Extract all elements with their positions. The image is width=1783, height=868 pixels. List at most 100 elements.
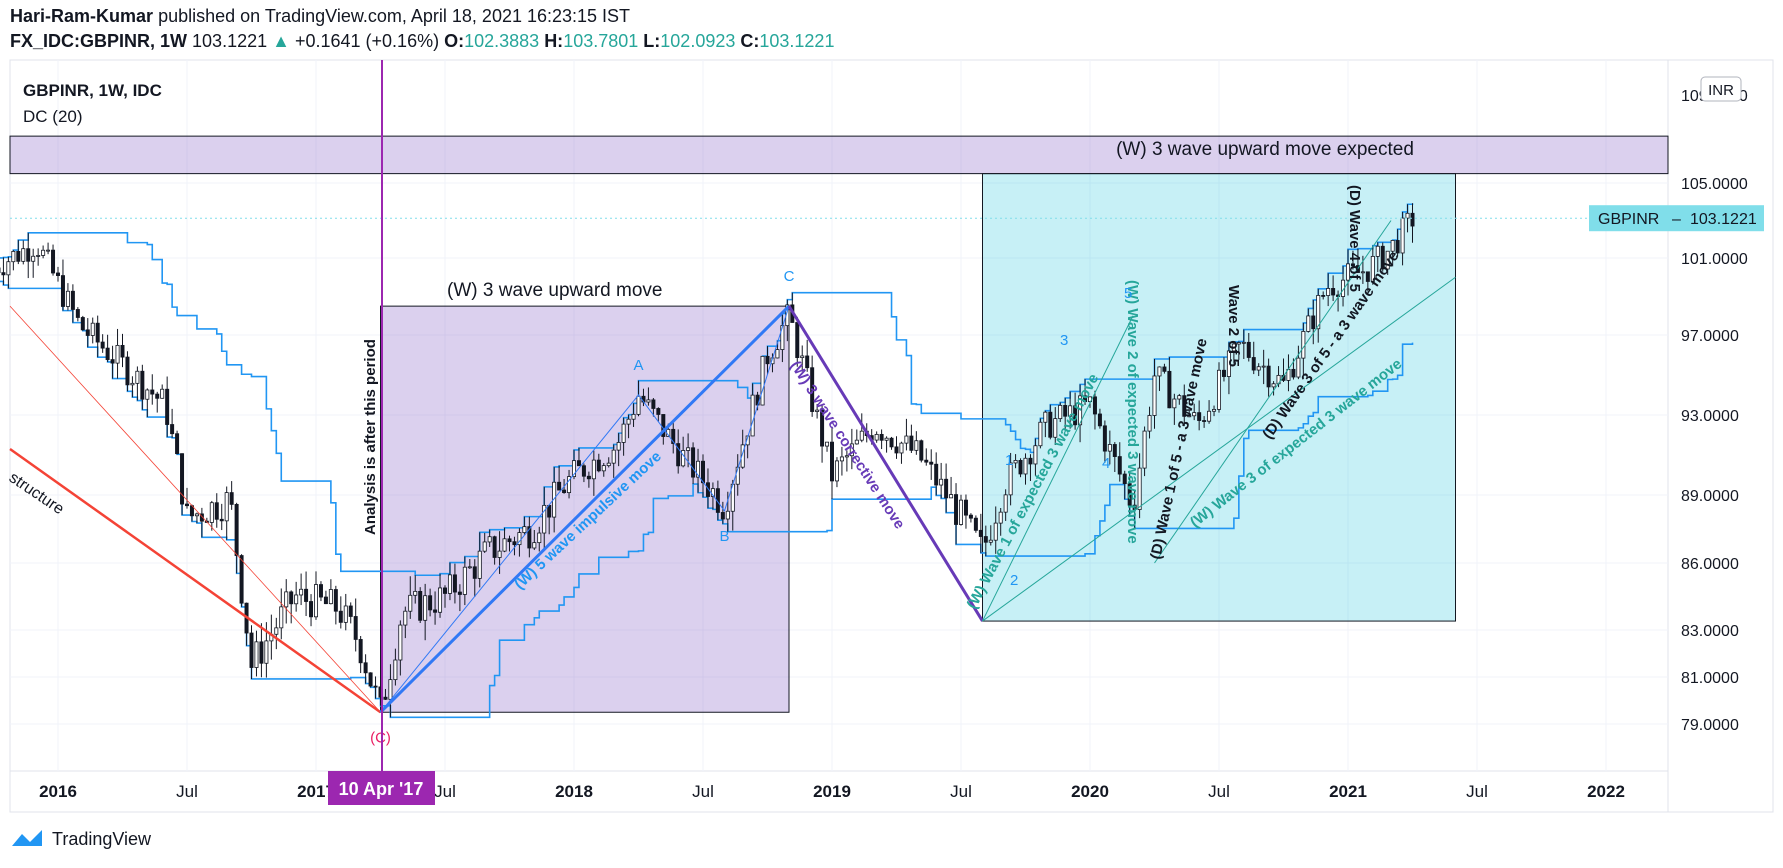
price-tick-label: 79.0000 xyxy=(1681,717,1739,734)
candle-body xyxy=(180,453,185,505)
candle-body xyxy=(1048,411,1053,438)
corrective-move-line xyxy=(787,305,984,622)
candle-body xyxy=(929,461,934,465)
low-label: L: xyxy=(643,31,661,51)
candle-body xyxy=(170,424,175,435)
candle-body xyxy=(249,632,254,668)
candle-body xyxy=(309,601,314,618)
candle-body xyxy=(919,440,924,461)
candle-body xyxy=(1306,315,1311,332)
candle-body xyxy=(586,475,591,480)
candle-body xyxy=(1365,271,1370,282)
candle-body xyxy=(621,423,626,443)
candle-body xyxy=(36,255,41,257)
candle-body xyxy=(993,522,998,541)
candle-body xyxy=(552,481,557,518)
candle-body xyxy=(264,640,269,664)
candle-body xyxy=(482,541,487,552)
candle-body xyxy=(1137,467,1142,510)
time-tick-label: Jul xyxy=(176,782,198,801)
candle-body xyxy=(145,389,150,400)
time-tick-label: 2018 xyxy=(555,782,593,801)
candle-body xyxy=(338,610,343,623)
candle-body xyxy=(184,503,189,507)
abc-zigzag-line xyxy=(380,305,790,713)
candle-body xyxy=(968,514,973,519)
candle-body xyxy=(1107,444,1112,452)
candle-body xyxy=(959,499,964,525)
candle-body xyxy=(1231,343,1236,352)
candle-body xyxy=(1405,212,1410,219)
candle-body xyxy=(527,526,532,549)
candle-body xyxy=(100,341,105,349)
candle-body xyxy=(348,605,353,617)
candle-body xyxy=(398,624,403,661)
candle-body xyxy=(46,249,51,252)
tradingview-logo-icon[interactable] xyxy=(10,828,46,850)
candle-body xyxy=(1261,365,1266,368)
candle-body xyxy=(1177,395,1182,400)
candle-body xyxy=(1117,456,1122,475)
footer-brand[interactable]: TradingView xyxy=(52,828,152,849)
candle-body xyxy=(31,255,36,262)
candle-body xyxy=(834,460,839,482)
candle-body xyxy=(760,355,765,406)
time-axis[interactable]: 2016 Jul 2017 Jul 2018 Jul 2019 Jul 2020 Jul 2021 J… xyxy=(39,782,1625,801)
candle-body xyxy=(1172,398,1177,409)
candle-body xyxy=(651,399,656,409)
candle-body xyxy=(477,550,482,579)
publish-info: published on TradingView.com, April 18, … xyxy=(158,6,631,26)
candle-body xyxy=(542,504,547,534)
candle-body xyxy=(909,435,914,451)
wave3-line xyxy=(982,276,1456,622)
wave-label-origin: (C) xyxy=(370,729,391,746)
candle-body xyxy=(289,591,294,605)
candle-body xyxy=(388,679,393,700)
candle-body xyxy=(1246,341,1251,358)
candle-body xyxy=(1256,366,1261,371)
author-name[interactable]: Hari-Ram-Kumar xyxy=(10,6,154,26)
change-arrow-icon: ▲ xyxy=(272,31,290,51)
candle-body xyxy=(1331,288,1336,296)
donchian-lower xyxy=(0,280,1414,719)
candle-body xyxy=(904,435,909,444)
candle-body xyxy=(418,590,423,621)
candle-body xyxy=(830,441,835,482)
candle-body xyxy=(438,587,443,613)
time-tick-label: 2022 xyxy=(1587,782,1625,801)
candle-body xyxy=(705,482,710,497)
candle-body xyxy=(720,512,725,520)
candle-body xyxy=(983,536,988,543)
chart-legend-indicator[interactable]: DC (20) xyxy=(23,107,83,126)
candle-body xyxy=(601,465,606,472)
candle-body xyxy=(899,442,904,454)
candle-body xyxy=(41,249,46,256)
candle-body xyxy=(1326,288,1331,296)
candle-body xyxy=(1157,366,1162,377)
candle-body xyxy=(209,502,214,523)
high-label: H: xyxy=(544,31,564,51)
candle-body xyxy=(1311,315,1316,330)
candle-body xyxy=(323,596,328,605)
candle-body xyxy=(839,456,844,462)
candle-body xyxy=(1043,411,1048,423)
candle-body xyxy=(944,478,949,499)
candle-body xyxy=(239,555,244,604)
candle-body xyxy=(110,359,115,364)
candle-body xyxy=(16,251,21,262)
trend-line-thin xyxy=(9,305,381,713)
candle-body xyxy=(413,590,418,596)
time-tick-label: Jul xyxy=(950,782,972,801)
candle-body xyxy=(1167,370,1172,409)
currency-button[interactable] xyxy=(1700,76,1742,102)
price-tick-label: 86.0000 xyxy=(1681,556,1739,573)
candle-body xyxy=(606,462,611,467)
candle-body xyxy=(810,367,815,412)
candle-body xyxy=(75,309,80,318)
candle-body xyxy=(844,455,849,458)
price-axis[interactable]: 79.0000 81.0000 83.0000 86.0000 89.0000 93.00… xyxy=(1681,88,1748,734)
chart-legend-symbol[interactable]: GBPINR, 1W, IDC xyxy=(23,81,162,100)
candle-body xyxy=(884,437,889,441)
candle-body xyxy=(1321,295,1326,297)
